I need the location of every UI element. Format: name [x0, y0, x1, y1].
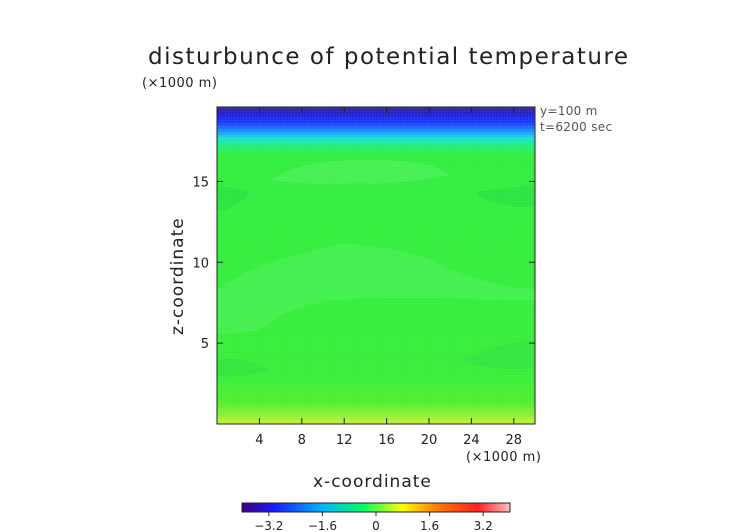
colorbar-tick-label-2: 0	[372, 519, 380, 532]
colorbar-tick-label-4: 3.2	[474, 519, 493, 532]
grid-overlay	[217, 107, 535, 424]
colorbar-tick-label-0: −3.2	[254, 519, 283, 532]
x-unit-label: (×1000 m)	[466, 450, 542, 465]
x-tick-label-5: 24	[463, 433, 480, 448]
chart-title: disturbunce of potential temperature	[148, 44, 630, 70]
x-tick-labels: 4 8 12 16 20 24 28	[255, 433, 522, 448]
colorbar	[241, 502, 511, 513]
annotation-y: y=100 m	[540, 104, 598, 118]
z-tick-label-1: 10	[192, 256, 209, 271]
z-unit-label: (×1000 m)	[142, 76, 218, 91]
x-tick-label-0: 4	[255, 433, 263, 448]
x-tick-label-4: 20	[421, 433, 438, 448]
z-axis	[217, 180, 535, 344]
x-axis-label: x-coordinate	[313, 472, 432, 492]
x-tick-label-2: 12	[336, 433, 353, 448]
z-tick-label-2: 15	[192, 175, 209, 190]
colorbar-tick-label-1: −1.6	[308, 519, 337, 532]
colorbar-ticks	[268, 512, 484, 516]
x-tick-label-1: 8	[298, 433, 306, 448]
colorbar-tick-label-3: 1.6	[420, 519, 439, 532]
x-tick-label-6: 28	[506, 433, 523, 448]
z-axis-label: z-coordinate	[168, 217, 188, 335]
x-axis	[258, 107, 515, 424]
z-tick-labels: 5 10 15	[192, 175, 209, 352]
annotation-t: t=6200 sec	[540, 120, 613, 134]
colorbar-tick-labels: −3.2 −1.6 0 1.6 3.2	[254, 519, 493, 532]
z-tick-label-0: 5	[201, 337, 209, 352]
plot-frame	[216, 106, 536, 425]
x-tick-label-3: 16	[378, 433, 395, 448]
